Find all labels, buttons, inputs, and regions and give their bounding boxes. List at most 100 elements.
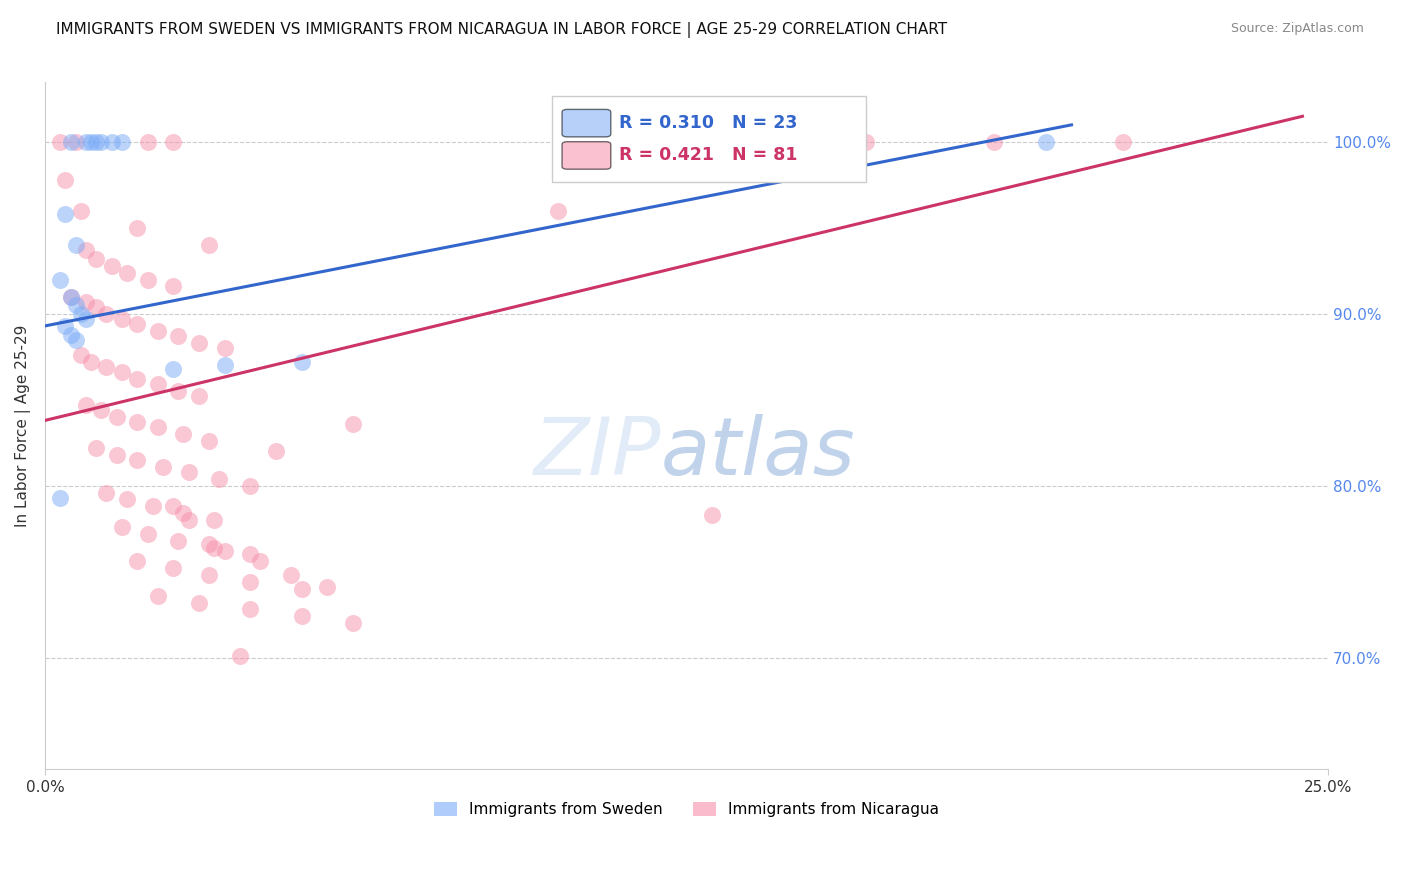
Point <box>59 290 82 304</box>
Point <box>187 596 209 610</box>
Point <box>90 135 112 149</box>
Point <box>342 417 364 431</box>
Point <box>983 135 1005 149</box>
Point <box>172 506 194 520</box>
Point <box>1035 135 1057 149</box>
Point <box>111 520 134 534</box>
Point <box>198 568 221 582</box>
Point <box>84 441 107 455</box>
Point <box>152 459 174 474</box>
Point <box>105 409 128 424</box>
Point <box>75 294 97 309</box>
Point <box>290 355 312 369</box>
Point <box>146 589 169 603</box>
Point <box>146 420 169 434</box>
Point <box>264 444 287 458</box>
Point <box>55 173 77 187</box>
Point <box>1112 135 1135 149</box>
Point <box>214 544 236 558</box>
Point <box>65 333 87 347</box>
Point <box>127 221 149 235</box>
Point <box>75 244 97 258</box>
FancyBboxPatch shape <box>562 110 610 136</box>
Point <box>208 472 231 486</box>
Point <box>75 398 97 412</box>
Point <box>167 384 190 399</box>
Point <box>111 135 134 149</box>
Point <box>146 377 169 392</box>
Point <box>162 500 184 514</box>
Point <box>239 574 262 589</box>
Point <box>69 203 91 218</box>
Point <box>202 541 225 555</box>
FancyBboxPatch shape <box>562 142 610 169</box>
Point <box>702 508 724 522</box>
Point <box>127 415 149 429</box>
Point <box>136 272 159 286</box>
Point <box>239 602 262 616</box>
Point <box>127 317 149 331</box>
Point <box>80 355 103 369</box>
Point <box>229 648 252 663</box>
Point <box>214 341 236 355</box>
Point <box>290 582 312 596</box>
Point <box>177 513 200 527</box>
Point <box>100 135 122 149</box>
Point <box>127 372 149 386</box>
Point <box>111 312 134 326</box>
Point <box>187 336 209 351</box>
Point <box>96 360 118 375</box>
Point <box>290 609 312 624</box>
Point <box>142 500 165 514</box>
Point <box>49 135 72 149</box>
Point <box>75 135 97 149</box>
Point <box>96 485 118 500</box>
Point <box>162 279 184 293</box>
Text: Source: ZipAtlas.com: Source: ZipAtlas.com <box>1230 22 1364 36</box>
Text: R = 0.310   N = 23: R = 0.310 N = 23 <box>619 114 797 132</box>
Point <box>855 135 877 149</box>
Point <box>162 135 184 149</box>
Point <box>115 492 138 507</box>
Point <box>84 135 107 149</box>
Point <box>146 324 169 338</box>
Point <box>198 434 221 448</box>
Point <box>49 491 72 505</box>
Point <box>167 329 190 343</box>
Point <box>59 290 82 304</box>
Point <box>84 300 107 314</box>
Point <box>547 203 569 218</box>
Point <box>65 135 87 149</box>
Point <box>804 135 827 149</box>
Point <box>80 135 103 149</box>
Point <box>69 348 91 362</box>
Point <box>172 427 194 442</box>
Point <box>55 318 77 333</box>
Point <box>59 327 82 342</box>
Point <box>84 252 107 266</box>
Legend: Immigrants from Sweden, Immigrants from Nicaragua: Immigrants from Sweden, Immigrants from … <box>427 797 945 823</box>
Point <box>65 238 87 252</box>
Text: IMMIGRANTS FROM SWEDEN VS IMMIGRANTS FROM NICARAGUA IN LABOR FORCE | AGE 25-29 C: IMMIGRANTS FROM SWEDEN VS IMMIGRANTS FRO… <box>56 22 948 38</box>
Point <box>115 266 138 280</box>
Point <box>49 272 72 286</box>
Point <box>162 362 184 376</box>
Point <box>59 135 82 149</box>
Text: atlas: atlas <box>661 414 856 492</box>
Point <box>177 465 200 479</box>
Point <box>111 365 134 379</box>
Point <box>162 561 184 575</box>
Point <box>342 616 364 631</box>
Point <box>136 527 159 541</box>
Point <box>127 554 149 568</box>
Point <box>65 298 87 312</box>
Text: ZIP: ZIP <box>533 414 661 492</box>
Point <box>239 479 262 493</box>
FancyBboxPatch shape <box>551 95 866 182</box>
Point <box>90 403 112 417</box>
Point <box>105 448 128 462</box>
Point <box>127 453 149 467</box>
Point <box>75 312 97 326</box>
Point <box>198 238 221 252</box>
Point <box>136 135 159 149</box>
